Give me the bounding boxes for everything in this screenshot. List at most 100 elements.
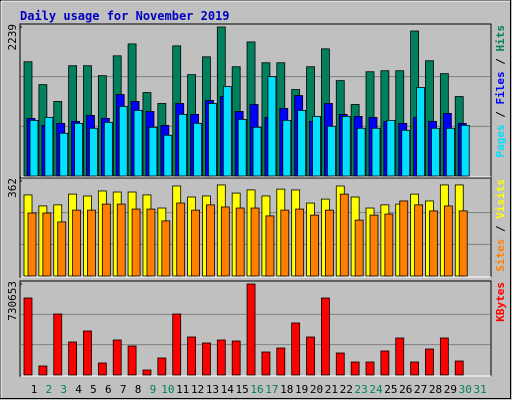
bar — [439, 337, 449, 376]
bar — [157, 357, 167, 376]
x-tick-label: 21 — [325, 383, 338, 396]
bar — [53, 313, 63, 376]
bar — [341, 115, 351, 177]
bar — [237, 118, 247, 177]
x-tick-label: 20 — [310, 383, 323, 396]
x-tick-label: 23 — [355, 383, 368, 396]
legend-entry: KBytes — [494, 282, 507, 322]
bar — [454, 360, 464, 376]
bar — [356, 127, 366, 177]
x-tick-label: 12 — [191, 383, 204, 396]
legend-entry: Sites — [494, 239, 507, 272]
x-tick-label: 24 — [369, 383, 383, 396]
x-tick-label: 28 — [429, 383, 442, 396]
legend-separator — [494, 118, 507, 125]
bar — [103, 121, 113, 177]
bar — [339, 193, 349, 277]
x-tick-label: 30 — [459, 383, 472, 396]
bar — [87, 209, 96, 277]
bar — [380, 350, 390, 376]
bar — [68, 341, 78, 376]
bar — [399, 200, 409, 277]
bar — [133, 110, 143, 177]
bar — [282, 119, 292, 177]
x-tick-label: 7 — [120, 383, 127, 396]
legend-separator: / — [494, 225, 507, 232]
bar — [235, 207, 245, 277]
bar — [365, 361, 375, 376]
x-tick-label: 18 — [280, 383, 293, 396]
bar — [416, 87, 426, 177]
y-tick-label: 2239 — [6, 24, 19, 51]
bar — [44, 116, 54, 177]
bar — [350, 361, 360, 376]
bar — [216, 339, 226, 376]
bar — [193, 122, 202, 177]
x-tick-label: 19 — [295, 383, 308, 396]
bar — [38, 365, 48, 376]
bar — [59, 132, 69, 177]
bar — [335, 352, 345, 376]
legend-separator — [494, 65, 507, 72]
bar — [297, 110, 307, 177]
bar — [410, 361, 420, 376]
bar — [324, 209, 334, 277]
x-tick-label: 11 — [176, 383, 189, 396]
bar — [267, 76, 277, 177]
bar — [252, 126, 262, 177]
bar — [354, 219, 364, 277]
bar — [425, 348, 434, 376]
x-tick-label: 6 — [105, 383, 112, 396]
x-tick-label: 14 — [221, 383, 235, 396]
bar — [386, 119, 396, 177]
bar — [187, 336, 196, 376]
bar — [326, 125, 336, 177]
bar — [206, 204, 215, 277]
x-tick-label: 25 — [384, 383, 397, 396]
bar — [72, 209, 82, 277]
x-tick-label: 4 — [75, 383, 82, 396]
bar — [280, 209, 290, 277]
bar — [261, 351, 271, 376]
x-tick-label: 9 — [150, 383, 157, 396]
legend: Pages / Files / Hits — [494, 25, 507, 158]
bar — [118, 106, 128, 177]
bar — [220, 206, 230, 277]
bar — [431, 127, 440, 177]
bar — [116, 203, 126, 277]
bar — [191, 209, 200, 277]
bar — [231, 340, 241, 376]
bar — [222, 86, 232, 177]
bar — [112, 339, 122, 376]
bar — [83, 330, 92, 376]
bar — [443, 205, 453, 277]
x-tick-label: 31 — [473, 383, 486, 396]
bar — [208, 103, 217, 177]
x-tick-label: 3 — [60, 383, 67, 396]
bar — [142, 369, 152, 376]
legend-separator: / — [494, 58, 507, 65]
bar — [369, 214, 379, 277]
bar — [414, 204, 424, 277]
x-tick-label: 17 — [265, 383, 278, 396]
bar — [401, 129, 411, 177]
bar — [131, 208, 141, 277]
bar — [101, 203, 111, 277]
bar — [295, 208, 305, 277]
x-tick-label: 16 — [250, 383, 263, 396]
bar — [148, 126, 158, 177]
x-tick-label: 1 — [31, 383, 38, 396]
x-tick-label: 27 — [414, 383, 427, 396]
bar — [445, 127, 455, 177]
x-tick-label: 26 — [399, 383, 412, 396]
x-tick-label: 22 — [340, 383, 353, 396]
bar — [384, 213, 394, 277]
x-tick-label: 15 — [236, 383, 249, 396]
bar — [276, 347, 286, 376]
bar — [371, 127, 381, 177]
bar — [246, 283, 256, 376]
bar — [97, 362, 107, 376]
bar — [74, 122, 84, 177]
x-tick-label: 13 — [206, 383, 219, 396]
